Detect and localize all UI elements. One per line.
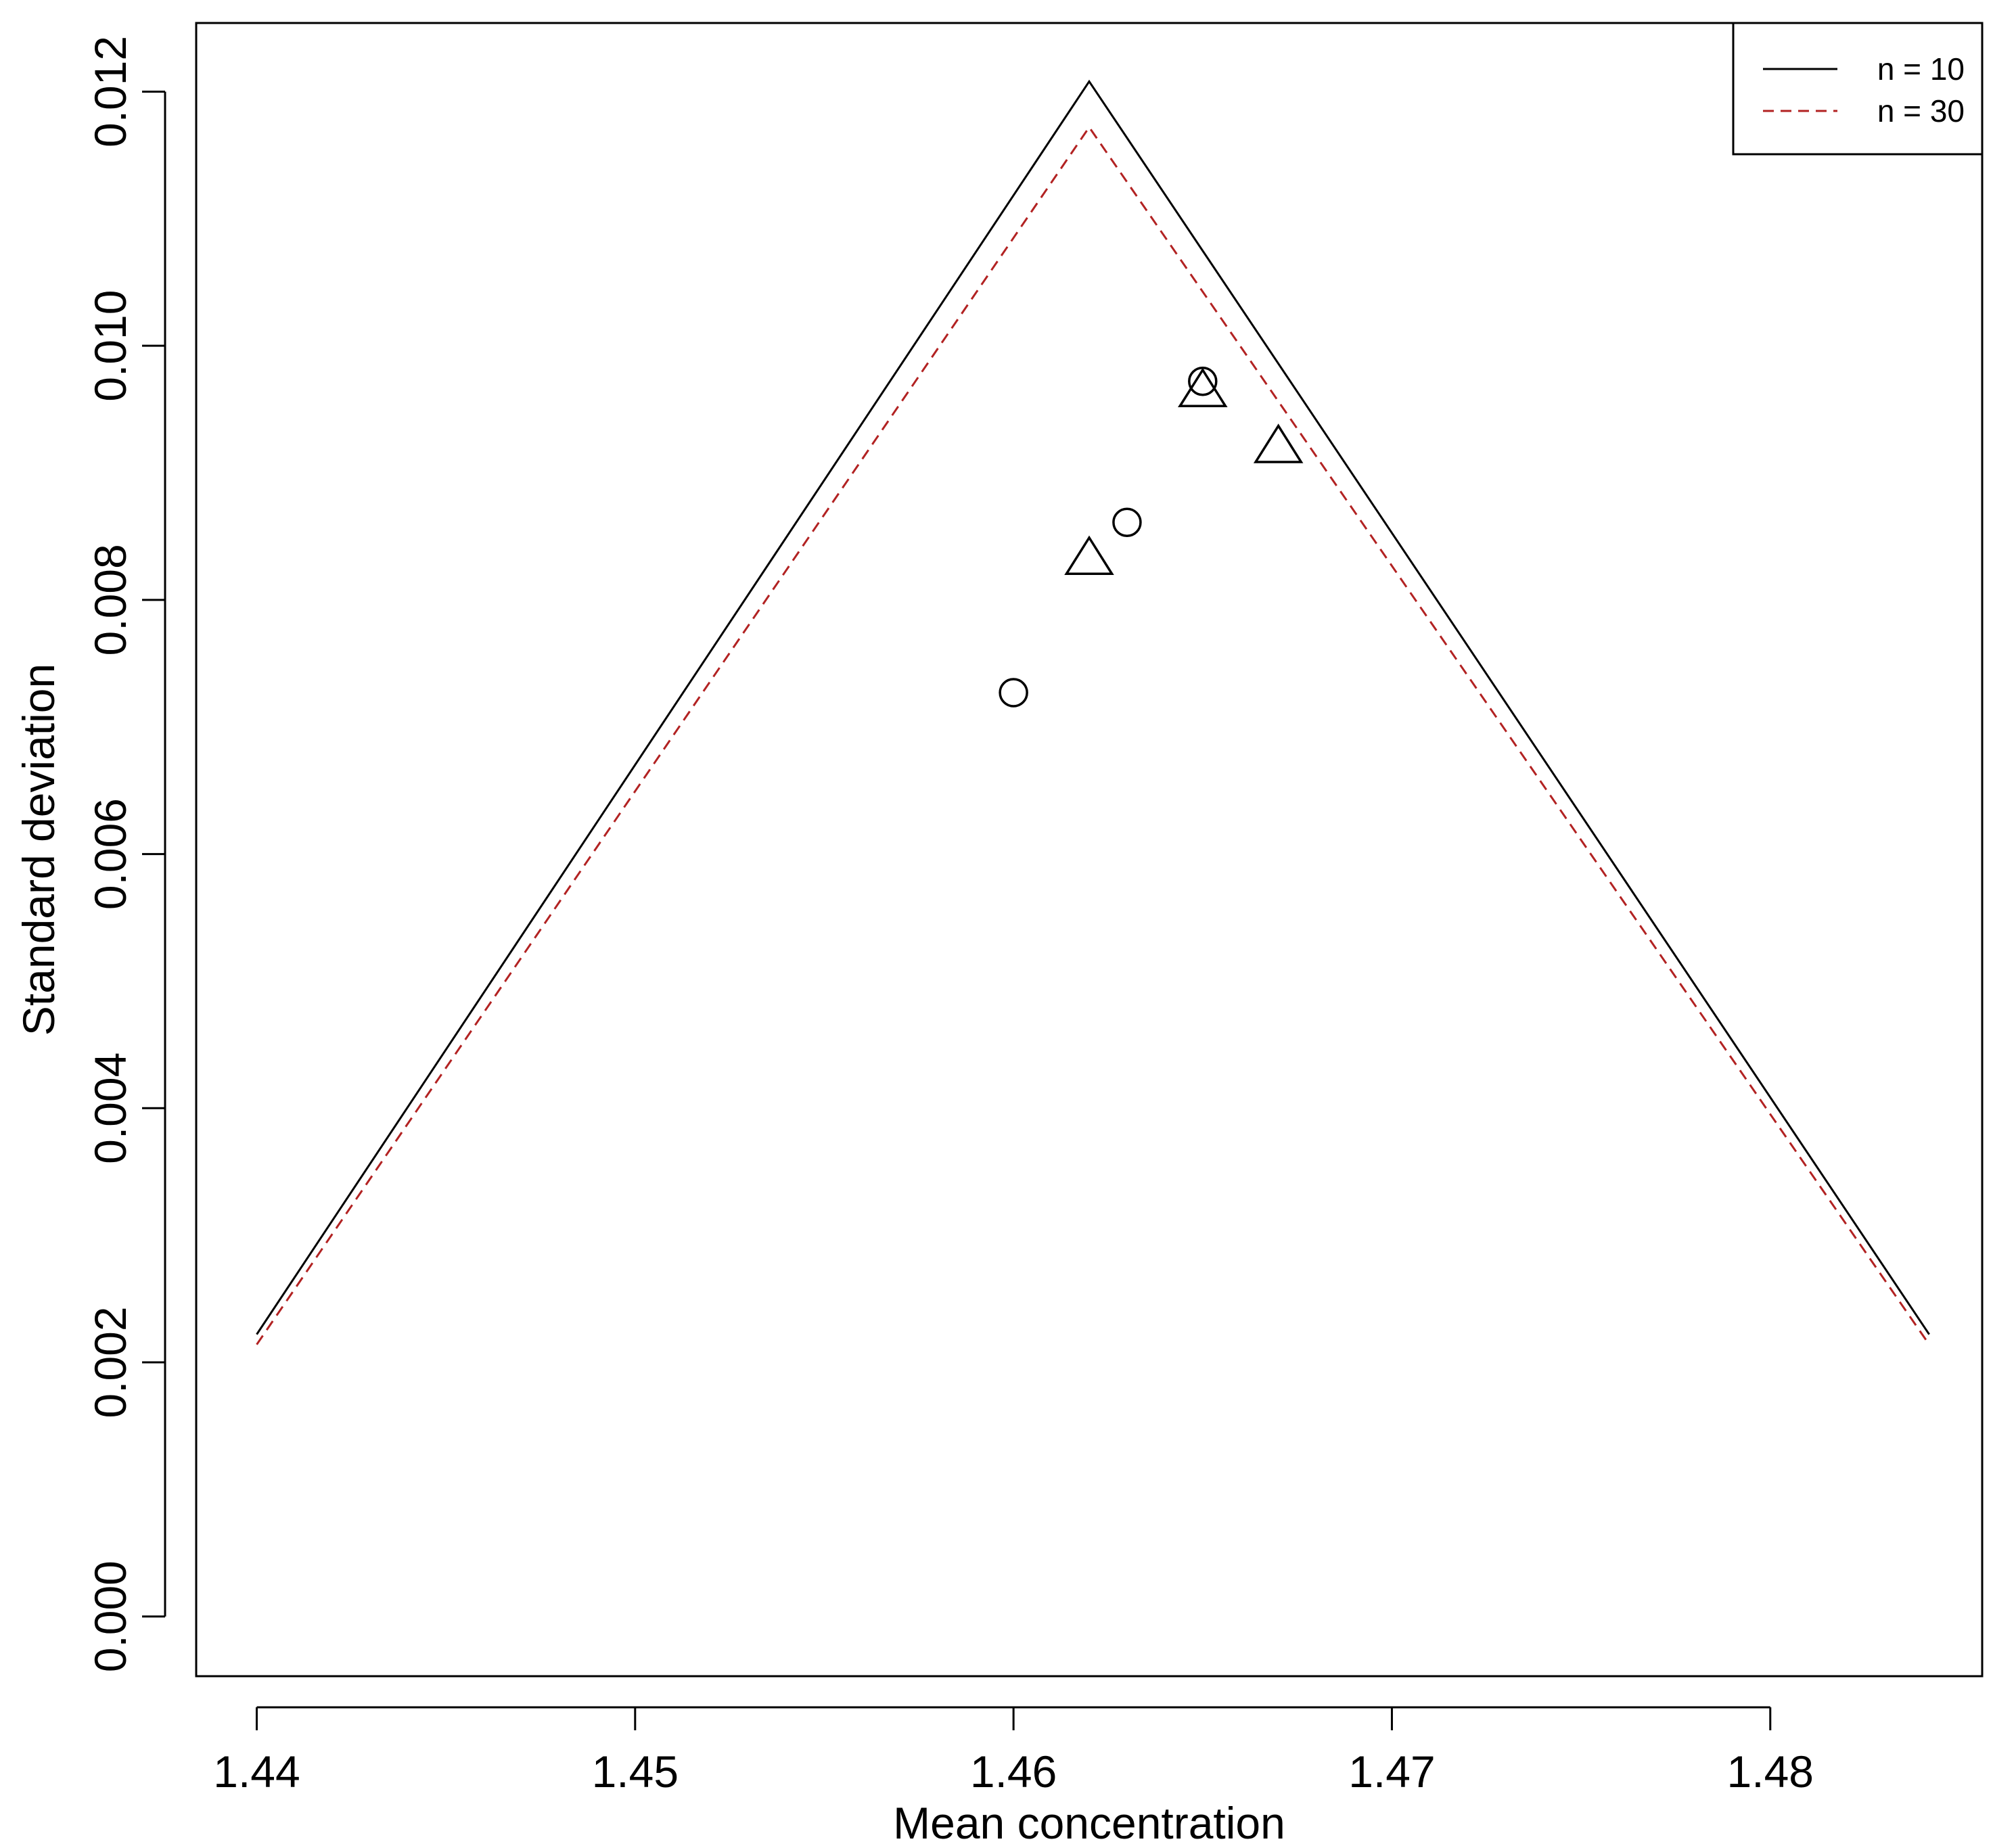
x-tick-label: 1.48 (1727, 1747, 1814, 1797)
points-layer (999, 367, 1304, 708)
axes-layer: 1.44 1.45 1.46 1.47 1.48 0.000 0.002 0.004 0.006… (85, 36, 1814, 1797)
y-tick-label: 0.000 (85, 1561, 135, 1672)
y-tick-label: 0.002 (85, 1306, 135, 1418)
x-tick-label: 1.46 (970, 1747, 1057, 1797)
x-tick-label: 1.44 (213, 1747, 300, 1797)
x-tick-label: 1.45 (592, 1747, 679, 1797)
y-tick-label: 0.012 (85, 36, 135, 147)
series-line-n10 (256, 79, 1930, 1335)
data-point-triangle (1253, 423, 1304, 463)
data-point-circle (999, 678, 1028, 708)
x-axis-title: Mean concentration (893, 1798, 1285, 1848)
legend-label-n30: n = 30 (1877, 93, 1965, 129)
legend-label-n10: n = 10 (1877, 51, 1965, 87)
y-axis-title: Standard deviation (14, 664, 64, 1036)
plot-frame (195, 22, 1984, 1678)
data-point-triangle (1178, 367, 1228, 408)
legend-box (1732, 22, 1984, 156)
y-tick-label: 0.004 (85, 1053, 135, 1164)
legend: n = 10 n = 30 (1732, 22, 1984, 156)
y-tick-label: 0.008 (85, 544, 135, 655)
y-tick-label: 0.006 (85, 798, 135, 910)
data-point-circle (1112, 507, 1142, 538)
y-tick-label: 0.010 (85, 290, 135, 402)
data-point-triangle (1064, 535, 1114, 576)
series-layer (256, 79, 1930, 1345)
x-tick-label: 1.47 (1348, 1747, 1435, 1797)
